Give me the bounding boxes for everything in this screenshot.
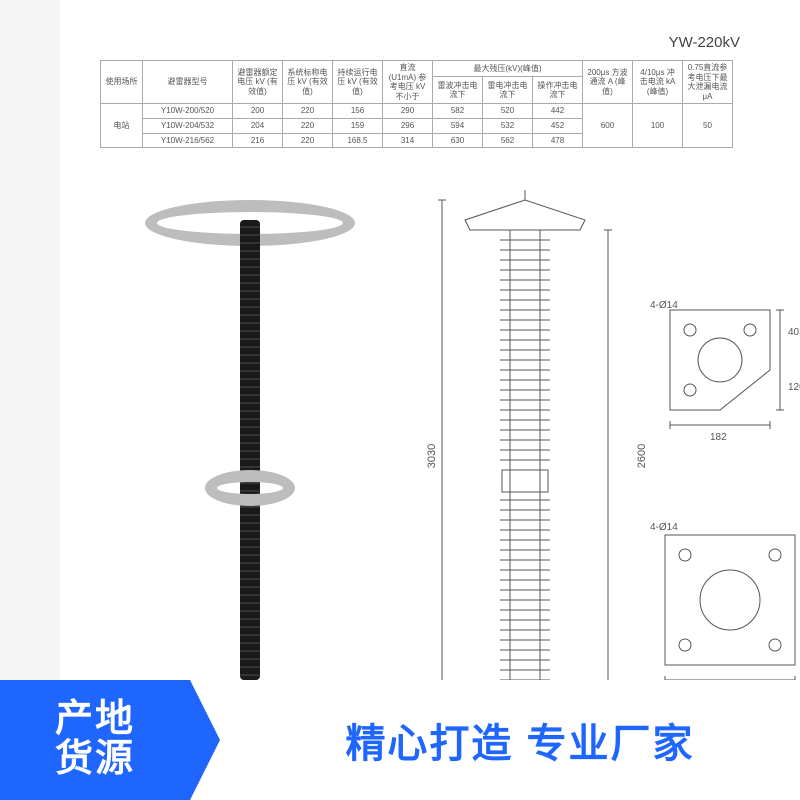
th-model: 避雷器型号 — [143, 61, 233, 104]
spec-table: 使用场所 避雷器型号 避雷器额定电压 kV (有效值) 系统标称电压 kV (有… — [100, 60, 733, 148]
insulator-stack-icon — [240, 220, 260, 680]
th-place: 使用场所 — [101, 61, 143, 104]
th-dc: 直流 (U1mA) 参考电压 kV 不小于 — [383, 61, 433, 104]
banner-left-line1: 产地 — [55, 698, 135, 740]
cell: 156 — [333, 104, 383, 119]
cell: 50 — [683, 104, 733, 148]
top-flange-svg-icon: 4-Ø14 40 120 182 — [650, 300, 800, 450]
th-residual: 最大残压(kV)(峰值) — [433, 61, 583, 77]
cell: 442 — [533, 104, 583, 119]
cell: 220 — [283, 133, 333, 148]
dim-inner-height: 2600 — [636, 444, 648, 468]
cell: 594 — [433, 118, 483, 133]
cell: 204 — [233, 118, 283, 133]
product-photo — [120, 190, 380, 710]
outline-drawing — [430, 190, 620, 730]
cell: 216 — [233, 133, 283, 148]
outline-svg-icon — [430, 190, 620, 730]
banner-left-line2: 货源 — [55, 738, 135, 780]
cell: 200 — [233, 104, 283, 119]
cell: 600 — [583, 104, 633, 148]
cell: Y10W-216/562 — [143, 133, 233, 148]
cell: 562 — [483, 133, 533, 148]
cell: 520 — [483, 104, 533, 119]
th-200us: 200μs 方波通流 A (峰值) — [583, 61, 633, 104]
th-res-c: 操作冲击电流下 — [533, 77, 583, 104]
cell: 电站 — [101, 104, 143, 148]
th-rated: 避雷器额定电压 kV (有效值) — [233, 61, 283, 104]
cell: 452 — [533, 118, 583, 133]
banner-right: 精心打造 专业厂家 — [190, 680, 800, 800]
cell: 630 — [433, 133, 483, 148]
bottom-flange-holes-label: 4-Ø14 — [650, 522, 678, 533]
model-title: YW-220kV — [669, 34, 740, 51]
banner-left-text: 产地 货源 — [55, 700, 135, 780]
dim-top-a: 40 — [788, 327, 800, 338]
dim-top-c: 182 — [710, 432, 727, 443]
table-header-row-1: 使用场所 避雷器型号 避雷器额定电压 kV (有效值) 系统标称电压 kV (有… — [101, 61, 733, 77]
th-res-a: 雷波冲击电流下 — [433, 77, 483, 104]
banner-slogan: 精心打造 专业厂家 — [345, 711, 694, 769]
dim-top-b: 120 — [788, 382, 800, 393]
cell: Y10W-204/532 — [143, 118, 233, 133]
cell: Y10W-200/520 — [143, 104, 233, 119]
table-row: 电站 Y10W-200/520 200 220 156 290 582 520 … — [101, 104, 733, 119]
top-flange-drawing: 4-Ø14 40 120 182 — [650, 300, 800, 450]
th-cont: 持续运行电压 kV (有效值) — [333, 61, 383, 104]
cell: 296 — [383, 118, 433, 133]
cell: 290 — [383, 104, 433, 119]
th-410us: 4/10μs 冲击电流 kA (峰值) — [633, 61, 683, 104]
cell: 168.5 — [333, 133, 383, 148]
dim-overall-height: 3030 — [426, 444, 438, 468]
th-res-b: 雷电冲击电流下 — [483, 77, 533, 104]
cell: 582 — [433, 104, 483, 119]
top-flange-holes-label: 4-Ø14 — [650, 300, 678, 311]
cell: 478 — [533, 133, 583, 148]
promo-banner: 产地 货源 精心打造 专业厂家 — [0, 680, 800, 800]
cell: 314 — [383, 133, 433, 148]
cell: 220 — [283, 118, 333, 133]
cell: 100 — [633, 104, 683, 148]
th-leak: 0.75直流参考电压下最大泄漏电流 μA — [683, 61, 733, 104]
cell: 532 — [483, 118, 533, 133]
cell: 220 — [283, 104, 333, 119]
th-system: 系统标称电压 kV (有效值) — [283, 61, 333, 104]
banner-left: 产地 货源 — [0, 680, 190, 800]
grading-ring-mid-icon — [205, 470, 295, 506]
cell: 159 — [333, 118, 383, 133]
